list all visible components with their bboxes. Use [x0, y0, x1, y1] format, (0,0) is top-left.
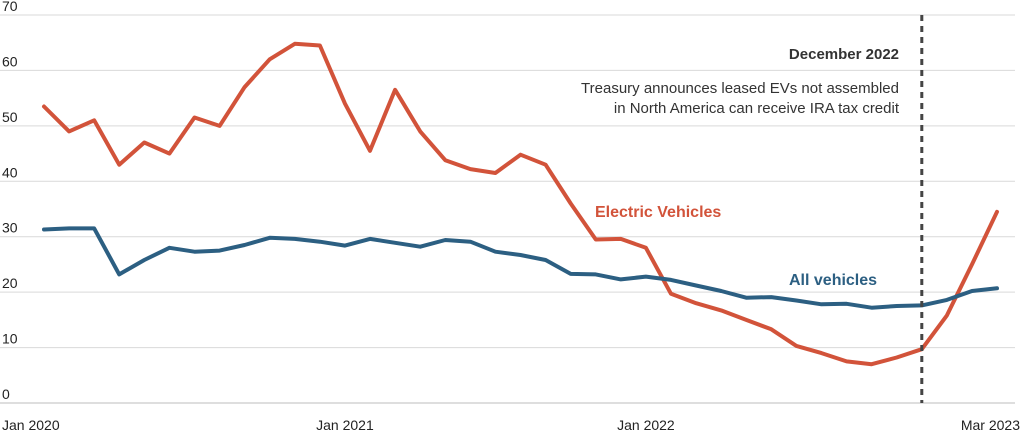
grid-lines	[0, 14, 1015, 404]
x-tick-label: Jan 2020	[2, 417, 60, 433]
y-axis-tick-labels: 0 10 20 30 40 50 60 70	[2, 0, 18, 402]
y-tick-label: 30	[2, 220, 18, 236]
y-tick-label: 60	[2, 53, 18, 69]
y-tick-label: 50	[2, 109, 18, 125]
y-tick-label: 10	[2, 331, 18, 347]
event-annotation: December 2022 Treasury announces leased …	[581, 46, 900, 117]
y-tick-label: 0	[2, 386, 10, 402]
series-label-all-vehicles: All vehicles	[789, 272, 877, 289]
annotation-title: December 2022	[789, 46, 899, 63]
annotation-line-2: in North America can receive IRA tax cre…	[614, 100, 900, 117]
x-tick-label: Mar 2023	[961, 417, 1020, 433]
series-lines	[42, 41, 999, 367]
y-tick-label: 70	[2, 0, 18, 14]
annotation-line-1: Treasury announces leased EVs not assemb…	[581, 80, 899, 97]
y-tick-label: 40	[2, 164, 18, 180]
x-tick-label: Jan 2022	[617, 417, 675, 433]
series-line-all-vehicles	[42, 226, 999, 310]
y-tick-label: 20	[2, 275, 18, 291]
series-line-electric-vehicles	[42, 41, 999, 367]
series-label-electric-vehicles: Electric Vehicles	[595, 204, 721, 221]
x-tick-label: Jan 2021	[316, 417, 374, 433]
x-axis-tick-labels: Jan 2020 Jan 2021 Jan 2022 Mar 2023	[2, 417, 1020, 433]
